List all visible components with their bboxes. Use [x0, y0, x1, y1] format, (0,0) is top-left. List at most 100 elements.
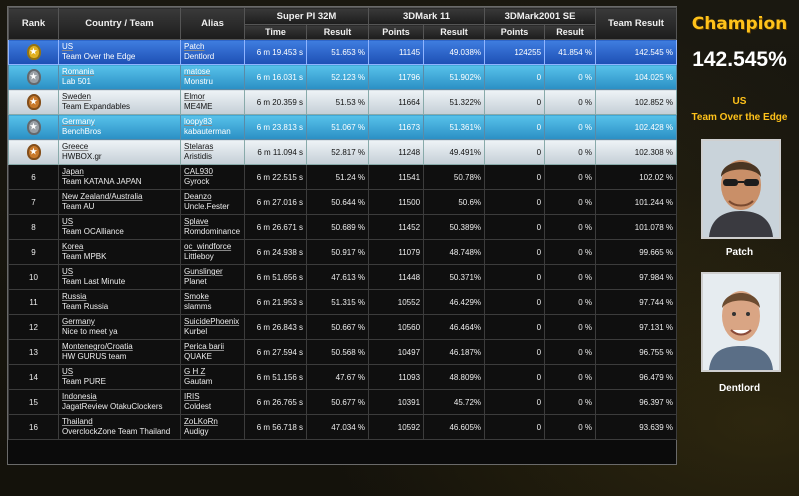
3dmark2001-points: 0: [484, 114, 546, 140]
alias-cell: ZoLKoRn Audigy: [180, 414, 245, 440]
alias-1: Splave: [184, 217, 209, 226]
superpi-result: 51.315 %: [305, 289, 370, 315]
alias-cell: oc_windforce Littleboy: [180, 239, 245, 265]
team-result: 97.131 %: [595, 314, 678, 340]
3dmark11-result: 50.389%: [423, 214, 486, 240]
country-team-cell: Korea Team MPBK: [58, 239, 181, 265]
superpi-time: 6 m 11.094 s: [244, 139, 307, 165]
3dmark2001-result: 0 %: [544, 139, 597, 165]
alias-1: Patch: [184, 42, 205, 51]
superpi-time: 6 m 51.656 s: [244, 264, 307, 290]
3dmark2001-points: 0: [484, 414, 546, 440]
3dmark11-points: 10391: [368, 389, 425, 415]
country-name: Germany: [62, 117, 95, 126]
3dmark11-result: 49.491%: [423, 139, 486, 165]
country-team-cell: Japan Team KATANA JAPAN: [58, 164, 181, 190]
rank-number: 8: [31, 222, 36, 232]
team-result: 96.479 %: [595, 364, 678, 390]
rank-cell: 12: [8, 314, 59, 340]
table-row: ★ Germany BenchBros loopy83 kabauterman 6 m 2…: [8, 114, 678, 140]
team-result: 97.984 %: [595, 264, 678, 290]
header-3dmark2001-result: Result: [544, 24, 597, 40]
country-name: Korea: [62, 242, 84, 251]
alias-cell: Elmor ME4ME: [180, 89, 245, 115]
country-team-cell: Greece HWBOX.gr: [58, 139, 181, 165]
superpi-result: 50.917 %: [305, 239, 370, 265]
rank-number: 9: [31, 247, 36, 257]
country-team-cell: US Team Last Minute: [58, 264, 181, 290]
3dmark2001-result: 0 %: [544, 89, 597, 115]
results-table: Rank Country / Team Alias Super PI 32M 3…: [8, 7, 678, 440]
table-row: ★ US Team Over the Edge Patch Dentlord 6 m 19…: [8, 39, 678, 65]
3dmark11-result: 51.361%: [423, 114, 486, 140]
3dmark2001-result: 0 %: [544, 289, 597, 315]
3dmark2001-points: 0: [484, 314, 546, 340]
team-name: Team Over the Edge: [62, 52, 136, 61]
alias-cell: Patch Dentlord: [180, 39, 245, 65]
rank-number: 15: [29, 397, 38, 407]
alias-1: Gunslinger: [184, 267, 223, 276]
alias-1: Deanzo: [184, 192, 212, 201]
3dmark2001-points: 0: [484, 364, 546, 390]
superpi-result: 47.613 %: [305, 264, 370, 290]
3dmark11-points: 10497: [368, 339, 425, 365]
alias-cell: Smoke slamms: [180, 289, 245, 315]
team-name: Team OCAlliance: [62, 227, 124, 236]
superpi-result: 50.689 %: [305, 214, 370, 240]
table-row: ★ Greece HWBOX.gr Stelaras Aristidis 6 m 11.0…: [8, 139, 678, 165]
country-name: US: [62, 267, 74, 276]
alias-cell: Gunslinger Planet: [180, 264, 245, 290]
3dmark2001-result: 0 %: [544, 64, 597, 90]
3dmark11-points: 11448: [368, 264, 425, 290]
team-result: 96.397 %: [595, 389, 678, 415]
champion-panel: Champion 142.545% US Team Over the Edge …: [680, 0, 799, 496]
3dmark11-result: 48.809%: [423, 364, 486, 390]
alias-2: Gautam: [184, 377, 213, 386]
rank-cell: ★: [8, 39, 59, 65]
country-team-cell: New Zealand/Australia Team AU: [58, 189, 181, 215]
avatar-patch: [701, 139, 781, 239]
rank-cell: 7: [8, 189, 59, 215]
country-team-cell: US Team OCAlliance: [58, 214, 181, 240]
rank-cell: 10: [8, 264, 59, 290]
country-name: Germany: [62, 317, 95, 326]
3dmark2001-points: 0: [484, 239, 546, 265]
superpi-time: 6 m 23.813 s: [244, 114, 307, 140]
superpi-time: 6 m 20.359 s: [244, 89, 307, 115]
medal-icon: ★: [26, 69, 41, 85]
table-row: ★ Romania Lab 501 matose Monstru 6 m 16.031 s…: [8, 64, 678, 90]
alias-1: Perica barii: [184, 342, 225, 351]
3dmark2001-result: 0 %: [544, 264, 597, 290]
team-name: Team PURE: [62, 377, 107, 386]
alias-1: Stelaras: [184, 142, 214, 151]
medal-icon: ★: [26, 44, 41, 60]
3dmark2001-points: 0: [484, 64, 546, 90]
team-result: 101.078 %: [595, 214, 678, 240]
alias-2: Planet: [184, 277, 207, 286]
header-3dmark11-points: Points: [368, 24, 425, 40]
rank-cell: ★: [8, 114, 59, 140]
3dmark11-points: 10552: [368, 289, 425, 315]
3dmark11-result: 50.371%: [423, 264, 486, 290]
alias-cell: Perica barii QUAKE: [180, 339, 245, 365]
3dmark2001-points: 0: [484, 214, 546, 240]
3dmark11-points: 11248: [368, 139, 425, 165]
team-result: 102.428 %: [595, 114, 678, 140]
team-name: BenchBros: [62, 127, 102, 136]
3dmark2001-result: 0 %: [544, 414, 597, 440]
team-name: Team AU: [62, 202, 95, 211]
team-result: 93.639 %: [595, 414, 678, 440]
3dmark11-points: 11145: [368, 39, 425, 65]
country-team-cell: Russia Team Russia: [58, 289, 181, 315]
rank-number: 10: [29, 272, 38, 282]
champion-team: Team Over the Edge: [691, 112, 788, 123]
3dmark2001-result: 41.854 %: [544, 39, 597, 65]
superpi-result: 50.667 %: [305, 314, 370, 340]
3dmark11-result: 46.605%: [423, 414, 486, 440]
superpi-time: 6 m 27.016 s: [244, 189, 307, 215]
3dmark11-points: 11541: [368, 164, 425, 190]
alias-cell: Stelaras Aristidis: [180, 139, 245, 165]
superpi-result: 47.034 %: [305, 414, 370, 440]
superpi-time: 6 m 26.765 s: [244, 389, 307, 415]
country-name: Greece: [62, 142, 89, 151]
